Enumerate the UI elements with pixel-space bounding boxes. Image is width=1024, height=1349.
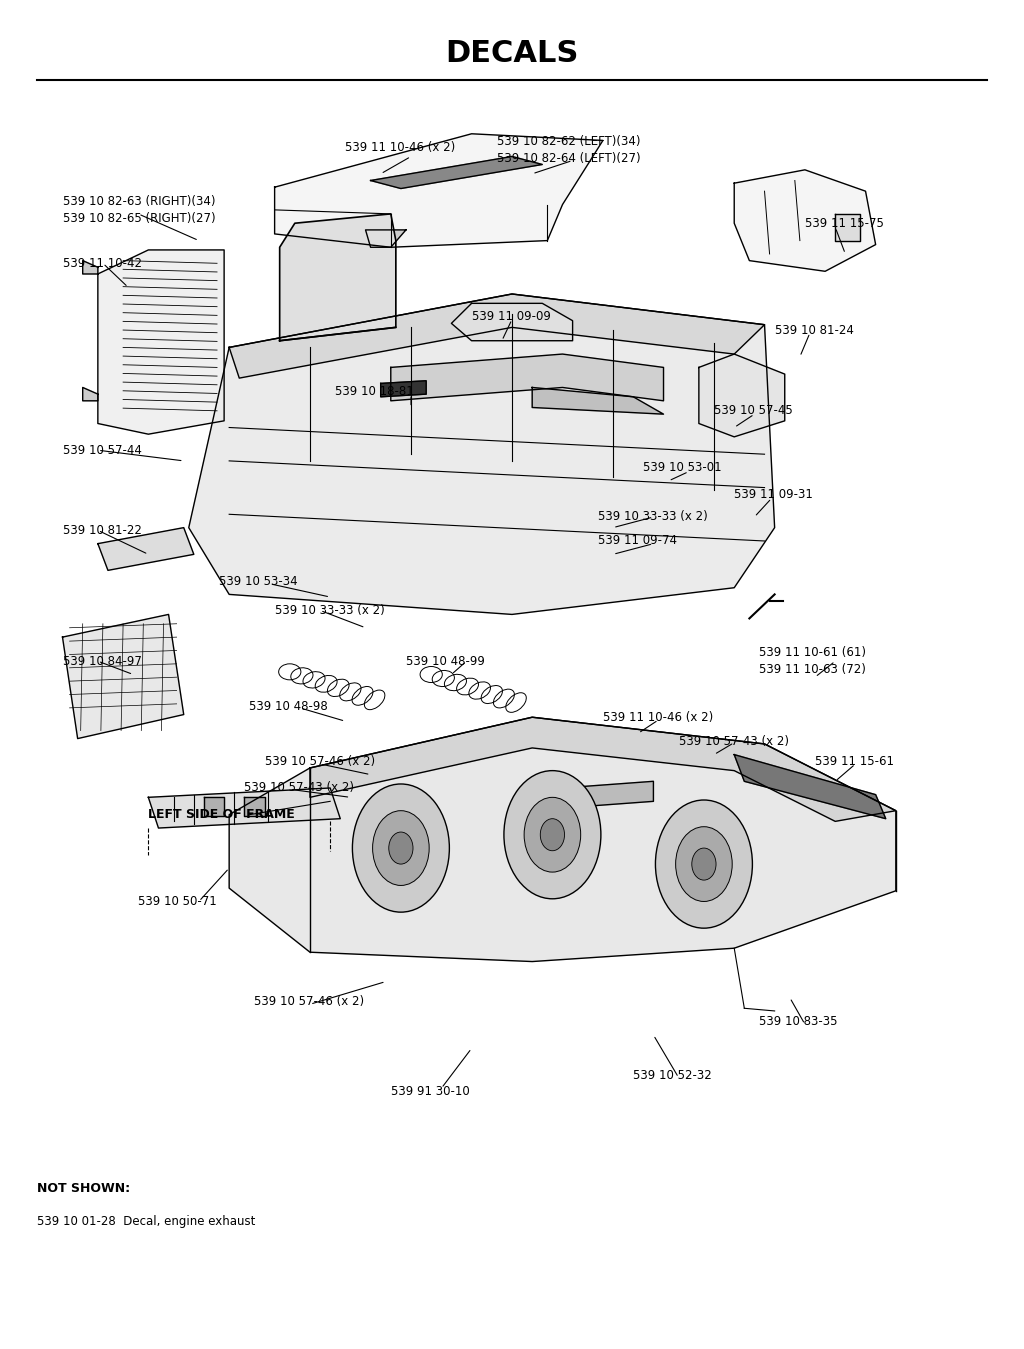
Text: 539 10 48-98: 539 10 48-98	[250, 700, 328, 714]
Text: 539 10 84-97: 539 10 84-97	[62, 654, 141, 668]
Text: 539 10 01-28  Decal, engine exhaust: 539 10 01-28 Decal, engine exhaust	[37, 1215, 256, 1229]
Polygon shape	[148, 788, 340, 828]
Circle shape	[655, 800, 753, 928]
Text: 539 10 82-63 (RIGHT)(34)
539 10 82-65 (RIGHT)(27): 539 10 82-63 (RIGHT)(34) 539 10 82-65 (R…	[62, 194, 215, 225]
Polygon shape	[371, 156, 543, 189]
Text: 539 11 10-61 (61)
539 11 10-63 (72): 539 11 10-61 (61) 539 11 10-63 (72)	[760, 646, 866, 676]
Text: 539 10 33-33 (x 2): 539 10 33-33 (x 2)	[274, 604, 384, 616]
Circle shape	[676, 827, 732, 901]
Text: 539 10 81-24: 539 10 81-24	[774, 324, 853, 336]
Polygon shape	[229, 718, 896, 962]
Polygon shape	[280, 214, 396, 341]
Circle shape	[373, 811, 429, 885]
Polygon shape	[98, 250, 224, 434]
Text: LEFT SIDE OF FRAME: LEFT SIDE OF FRAME	[148, 808, 295, 822]
Polygon shape	[229, 294, 765, 378]
Text: 539 11 10-46 (x 2): 539 11 10-46 (x 2)	[603, 711, 713, 723]
Polygon shape	[836, 214, 860, 240]
Text: 539 10 57-43 (x 2): 539 10 57-43 (x 2)	[245, 781, 354, 795]
Text: DECALS: DECALS	[445, 39, 579, 69]
Text: 539 10 57-46 (x 2): 539 10 57-46 (x 2)	[254, 996, 365, 1008]
Circle shape	[389, 832, 413, 865]
Text: 539 10 52-32: 539 10 52-32	[633, 1068, 712, 1082]
Text: 539 11 09-09: 539 11 09-09	[472, 310, 551, 324]
Polygon shape	[734, 170, 876, 271]
Text: NOT SHOWN:: NOT SHOWN:	[37, 1182, 130, 1195]
Text: 539 11 09-31: 539 11 09-31	[734, 488, 813, 500]
Polygon shape	[532, 387, 664, 414]
Polygon shape	[391, 353, 664, 401]
Text: 539 10 57-43 (x 2): 539 10 57-43 (x 2)	[679, 735, 788, 747]
Polygon shape	[452, 304, 572, 341]
Polygon shape	[734, 754, 886, 819]
Text: 539 10 57-44: 539 10 57-44	[62, 444, 141, 457]
Polygon shape	[83, 260, 98, 274]
Text: 539 10 53-01: 539 10 53-01	[643, 461, 722, 473]
Circle shape	[524, 797, 581, 871]
Polygon shape	[381, 380, 426, 397]
Polygon shape	[62, 614, 183, 739]
Text: 539 10 50-71: 539 10 50-71	[138, 894, 217, 908]
Text: 539 11 09-74: 539 11 09-74	[598, 534, 677, 548]
Text: 539 10 82-62 (LEFT)(34)
539 10 82-64 (LEFT)(27): 539 10 82-62 (LEFT)(34) 539 10 82-64 (LE…	[497, 135, 640, 165]
Text: 539 11 15-75: 539 11 15-75	[805, 217, 884, 229]
Text: 539 11 10-46 (x 2): 539 11 10-46 (x 2)	[345, 140, 456, 154]
Polygon shape	[698, 353, 784, 437]
Polygon shape	[562, 781, 653, 808]
Text: 539 10 53-34: 539 10 53-34	[219, 575, 298, 588]
Text: 539 11 10-42: 539 11 10-42	[62, 256, 141, 270]
Text: 539 10 81-22: 539 10 81-22	[62, 523, 141, 537]
Polygon shape	[245, 797, 264, 816]
Text: 539 10 33-33 (x 2): 539 10 33-33 (x 2)	[598, 510, 708, 523]
Text: 539 10 57-46 (x 2): 539 10 57-46 (x 2)	[264, 755, 375, 768]
Polygon shape	[188, 294, 774, 614]
Text: 539 10 48-99: 539 10 48-99	[406, 654, 484, 668]
Polygon shape	[83, 387, 98, 401]
Text: 539 11 15-61: 539 11 15-61	[815, 755, 894, 768]
Text: 539 10 57-45: 539 10 57-45	[714, 403, 793, 417]
Circle shape	[692, 849, 716, 880]
Text: 539 10 18-81: 539 10 18-81	[335, 384, 414, 398]
Polygon shape	[310, 718, 896, 822]
Text: 539 10 83-35: 539 10 83-35	[760, 1016, 838, 1028]
Circle shape	[541, 819, 564, 851]
Polygon shape	[98, 527, 194, 571]
Polygon shape	[204, 797, 224, 816]
Polygon shape	[274, 134, 603, 247]
Polygon shape	[366, 229, 406, 247]
Text: 539 91 30-10: 539 91 30-10	[391, 1085, 470, 1098]
Circle shape	[352, 784, 450, 912]
Circle shape	[504, 770, 601, 898]
